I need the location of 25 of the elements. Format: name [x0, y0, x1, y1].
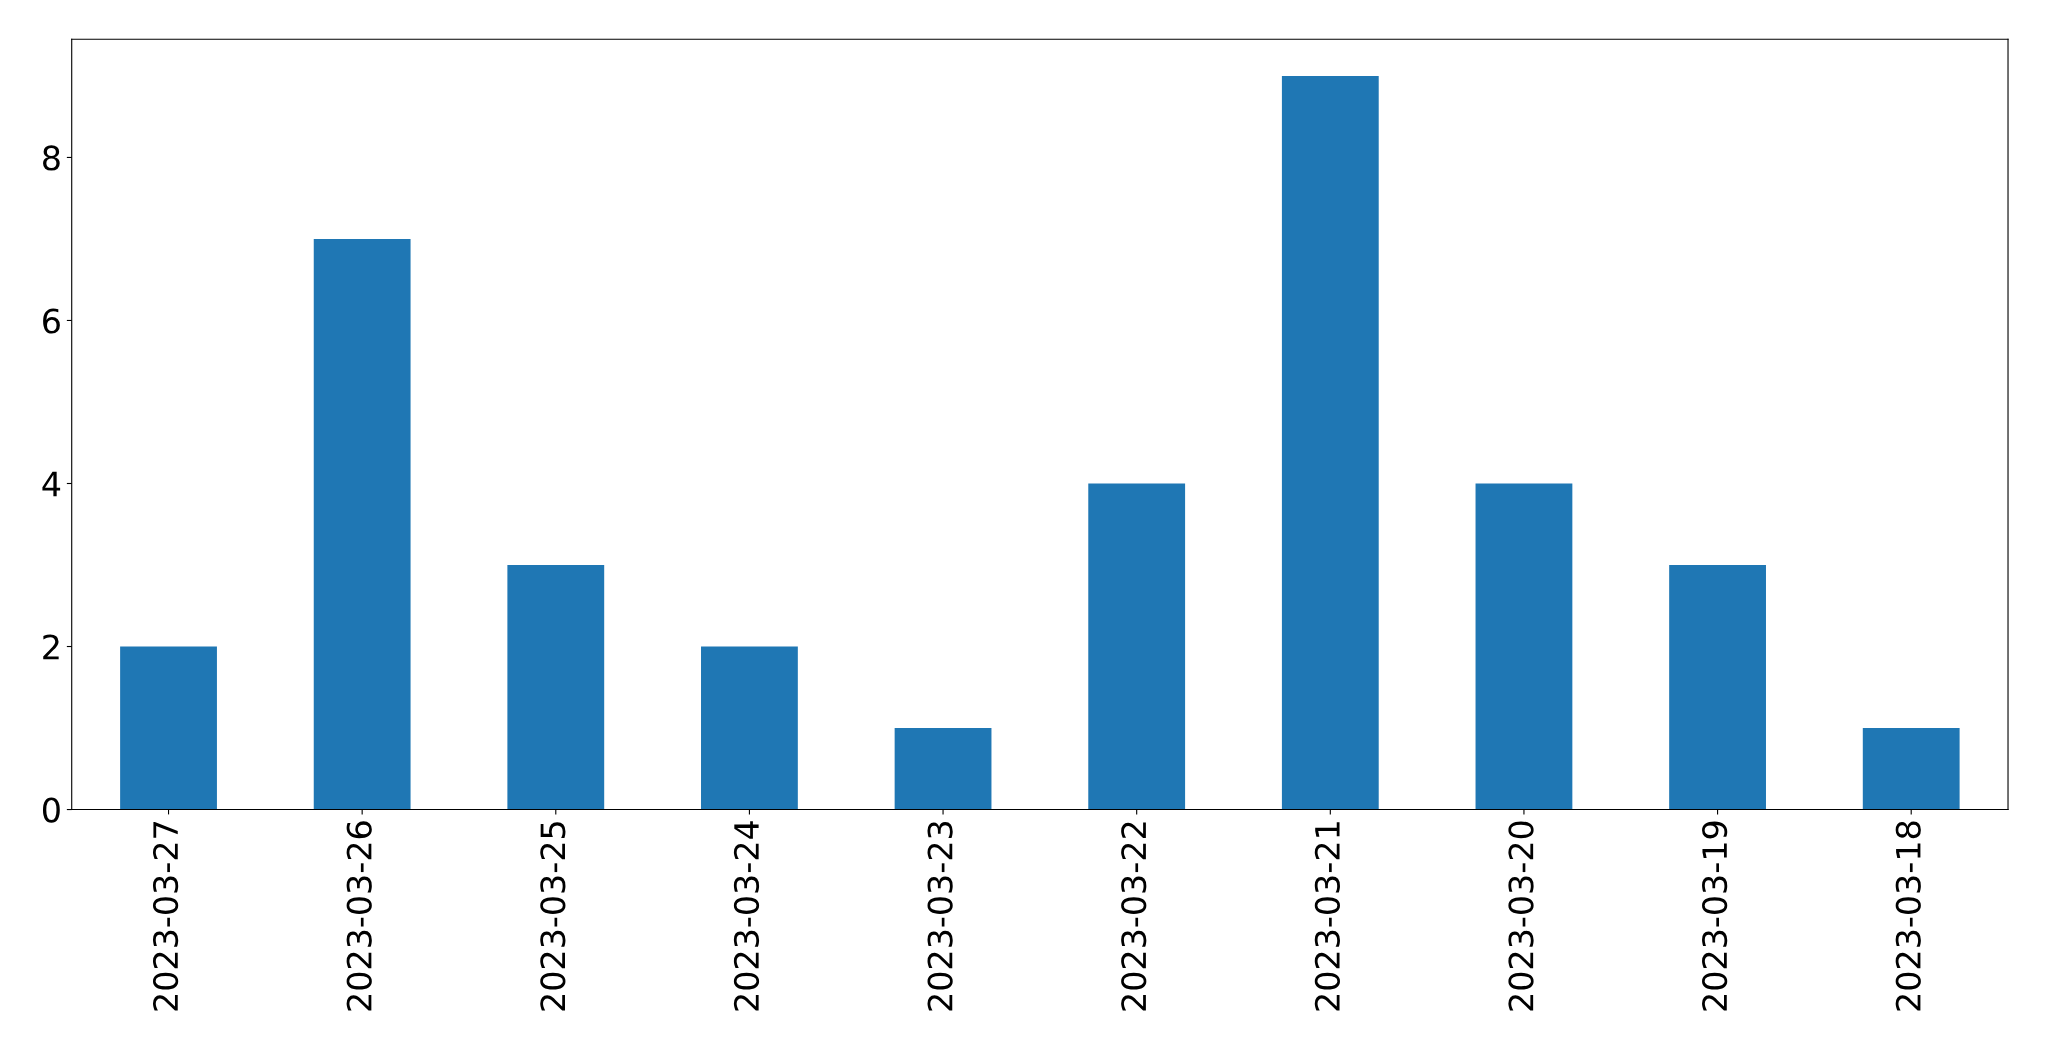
bar — [1281, 75, 1379, 810]
y-tick-label: 4 — [42, 471, 61, 497]
x-tick-label: 2023-03-22 — [1121, 822, 1147, 1011]
x-tick-label: 2023-03-23 — [927, 821, 953, 1011]
bar — [313, 238, 411, 810]
bar — [701, 646, 798, 810]
bar — [1088, 483, 1186, 810]
x-tick-label: 2023-03-19 — [1702, 821, 1728, 1011]
y-tick-label: 2 — [43, 634, 59, 660]
bar — [894, 728, 992, 810]
bar — [507, 565, 605, 810]
y-tick-label: 0 — [42, 797, 60, 823]
x-tick-label: 2023-03-18 — [1895, 821, 1921, 1011]
x-tick-label: 2023-03-25 — [540, 822, 566, 1011]
bar — [1475, 483, 1573, 810]
y-tick-label: 8 — [43, 145, 60, 171]
y-tick-label: 6 — [43, 308, 60, 334]
x-tick-label: 2023-03-27 — [152, 822, 179, 1011]
x-tick-label: 2023-03-20 — [1508, 821, 1534, 1011]
x-tick-label: 2023-03-24 — [733, 821, 760, 1011]
bar — [1862, 728, 1960, 810]
bar — [1669, 565, 1766, 810]
x-tick-label: 2023-03-26 — [346, 821, 372, 1011]
bar — [120, 646, 217, 810]
x-tick-label: 2023-03-21 — [1314, 822, 1340, 1011]
